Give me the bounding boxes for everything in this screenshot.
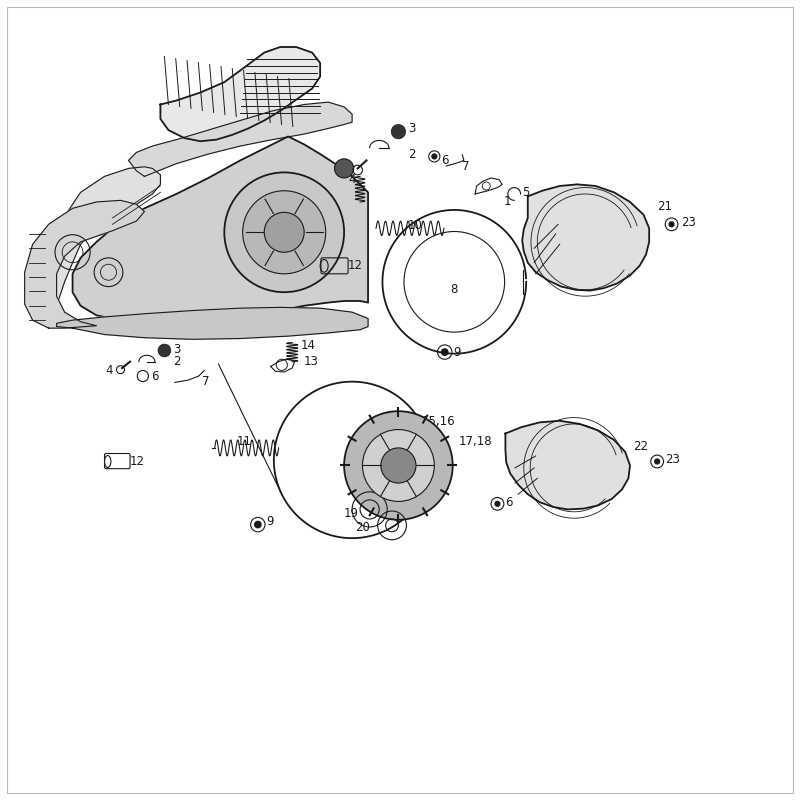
Text: 12: 12 bbox=[348, 259, 363, 272]
Text: 15,16: 15,16 bbox=[422, 415, 455, 428]
Text: 3: 3 bbox=[173, 343, 181, 356]
Circle shape bbox=[362, 430, 434, 502]
Text: 22: 22 bbox=[633, 440, 648, 453]
Text: 4: 4 bbox=[105, 364, 113, 377]
Text: 13: 13 bbox=[304, 355, 319, 368]
Text: 19: 19 bbox=[343, 507, 358, 520]
Text: 7: 7 bbox=[462, 159, 470, 173]
Text: 9: 9 bbox=[454, 346, 461, 358]
Polygon shape bbox=[506, 421, 630, 510]
Text: 6: 6 bbox=[506, 496, 513, 509]
Text: 8: 8 bbox=[450, 283, 458, 296]
Text: 12: 12 bbox=[130, 455, 145, 468]
Circle shape bbox=[224, 172, 344, 292]
Circle shape bbox=[334, 159, 354, 178]
Text: 2: 2 bbox=[408, 147, 415, 161]
Text: 6: 6 bbox=[442, 154, 449, 167]
Circle shape bbox=[654, 459, 659, 464]
Circle shape bbox=[495, 502, 500, 506]
Polygon shape bbox=[57, 307, 368, 339]
Text: 1: 1 bbox=[504, 195, 511, 209]
Text: 20: 20 bbox=[354, 522, 370, 534]
Circle shape bbox=[669, 222, 674, 226]
Text: 6: 6 bbox=[151, 370, 158, 382]
Circle shape bbox=[432, 154, 437, 159]
Circle shape bbox=[254, 522, 261, 528]
Polygon shape bbox=[161, 47, 320, 142]
Text: 23: 23 bbox=[681, 216, 696, 230]
Text: 3: 3 bbox=[408, 122, 415, 135]
Circle shape bbox=[391, 125, 406, 139]
Circle shape bbox=[381, 448, 416, 483]
Polygon shape bbox=[25, 200, 145, 328]
Circle shape bbox=[242, 190, 326, 274]
Polygon shape bbox=[129, 102, 352, 176]
Text: 9: 9 bbox=[266, 515, 274, 528]
Text: 17,18: 17,18 bbox=[458, 435, 492, 448]
Circle shape bbox=[442, 349, 448, 355]
Text: 7: 7 bbox=[202, 375, 210, 388]
Polygon shape bbox=[49, 167, 161, 328]
Text: 10: 10 bbox=[408, 219, 423, 233]
Circle shape bbox=[264, 212, 304, 252]
Text: 23: 23 bbox=[665, 454, 680, 466]
Text: 14: 14 bbox=[300, 339, 315, 352]
Circle shape bbox=[158, 344, 170, 357]
Circle shape bbox=[344, 411, 453, 520]
Text: 5: 5 bbox=[522, 186, 530, 199]
Polygon shape bbox=[522, 184, 649, 290]
Text: 21: 21 bbox=[657, 200, 672, 214]
Text: 11: 11 bbox=[236, 435, 251, 448]
Text: 4: 4 bbox=[348, 173, 355, 186]
Polygon shape bbox=[73, 137, 368, 328]
Text: 2: 2 bbox=[173, 355, 181, 368]
